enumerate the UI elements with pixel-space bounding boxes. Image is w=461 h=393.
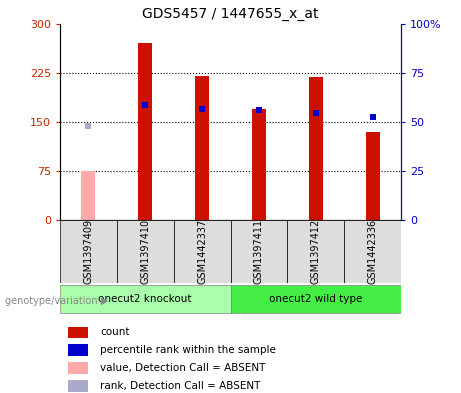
- Bar: [230, 285, 401, 313]
- Title: GDS5457 / 1447655_x_at: GDS5457 / 1447655_x_at: [142, 7, 319, 21]
- Bar: [344, 220, 401, 283]
- Text: rank, Detection Call = ABSENT: rank, Detection Call = ABSENT: [100, 380, 260, 391]
- Bar: [287, 220, 344, 283]
- Bar: [195, 76, 209, 220]
- Bar: [230, 220, 287, 283]
- Bar: [174, 220, 230, 283]
- Text: onecut2 wild type: onecut2 wild type: [269, 294, 362, 304]
- Text: count: count: [100, 327, 130, 337]
- Bar: [309, 77, 323, 220]
- Bar: [138, 43, 152, 220]
- Text: GSM1397409: GSM1397409: [83, 219, 94, 284]
- Text: genotype/variation ▶: genotype/variation ▶: [5, 296, 108, 306]
- Text: value, Detection Call = ABSENT: value, Detection Call = ABSENT: [100, 363, 266, 373]
- Bar: [81, 171, 95, 220]
- Text: GSM1397410: GSM1397410: [140, 219, 150, 284]
- Bar: [68, 344, 88, 356]
- Text: GSM1397412: GSM1397412: [311, 219, 321, 284]
- Bar: [117, 220, 174, 283]
- Bar: [366, 132, 380, 220]
- Text: percentile rank within the sample: percentile rank within the sample: [100, 345, 276, 355]
- Text: GSM1397411: GSM1397411: [254, 219, 264, 284]
- Bar: [68, 362, 88, 374]
- Text: GSM1442336: GSM1442336: [367, 219, 378, 284]
- Text: GSM1442337: GSM1442337: [197, 219, 207, 284]
- Text: onecut2 knockout: onecut2 knockout: [99, 294, 192, 304]
- Bar: [68, 380, 88, 391]
- Bar: [60, 220, 117, 283]
- Bar: [68, 327, 88, 338]
- Bar: [60, 285, 230, 313]
- Bar: [252, 109, 266, 220]
